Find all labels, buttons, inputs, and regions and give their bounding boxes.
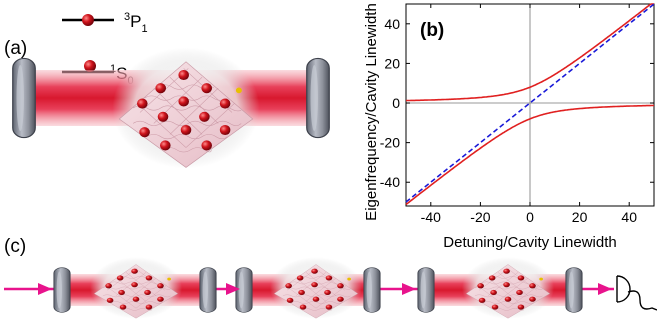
probe-arrow-input-icon [38,283,52,295]
x-tick-label: 0 [526,209,534,225]
probe-arrow-1-icon [226,283,240,295]
y-tick-label: 40 [384,16,400,32]
cavity-mirror-left [12,57,36,139]
cavity-mirror-right [306,57,330,139]
level-lower-sup: 1 [110,63,116,75]
panel-c: (c) [4,236,657,320]
x-tick-label: -40 [421,209,441,225]
panel-c-label: (c) [4,236,26,257]
x-tick-label: 40 [621,209,637,225]
photodetector-icon [616,275,657,311]
probe-arrow-2-icon [402,283,416,295]
y-axis-title: Eigenfrequency/Cavity Linewidth [363,3,380,221]
optical-lattice-atoms [111,46,261,170]
x-axis-title: Detuning/Cavity Linewidth [443,234,616,251]
panel-b-label: (b) [420,20,444,41]
series-asymptote-line [405,3,655,203]
panel-b-chart: -40 -20 0 20 40 -40 -20 0 20 40 (b) Detuning/Cavi… [363,3,655,251]
x-tick-label: -20 [470,209,490,225]
cavity-1 [53,256,217,320]
atom-ground-icon [84,60,96,72]
svg-text:3P1: 3P1 [124,11,148,35]
level-upper-sub: 1 [141,23,147,35]
atom-excited-icon [82,14,94,26]
y-tick-label: 20 [384,55,400,71]
level-upper-sup: 3 [124,11,130,23]
series-branch-1 [406,3,654,102]
cavity-3 [417,256,583,320]
energy-level-upper: 3P1 [62,11,148,35]
x-tick-label: 20 [572,209,588,225]
probe-arrow-output-icon [598,283,612,295]
y-tick-label: 0 [392,95,400,111]
level-upper-main: P [130,12,141,31]
series-branch-2 [405,104,654,206]
panel-a-label: (a) [4,38,27,59]
y-tick-label: -20 [380,135,400,151]
cavity-2 [235,256,381,320]
panel-a: (a) 3P1 1S0 [4,11,330,170]
y-tick-label: -40 [380,174,400,190]
